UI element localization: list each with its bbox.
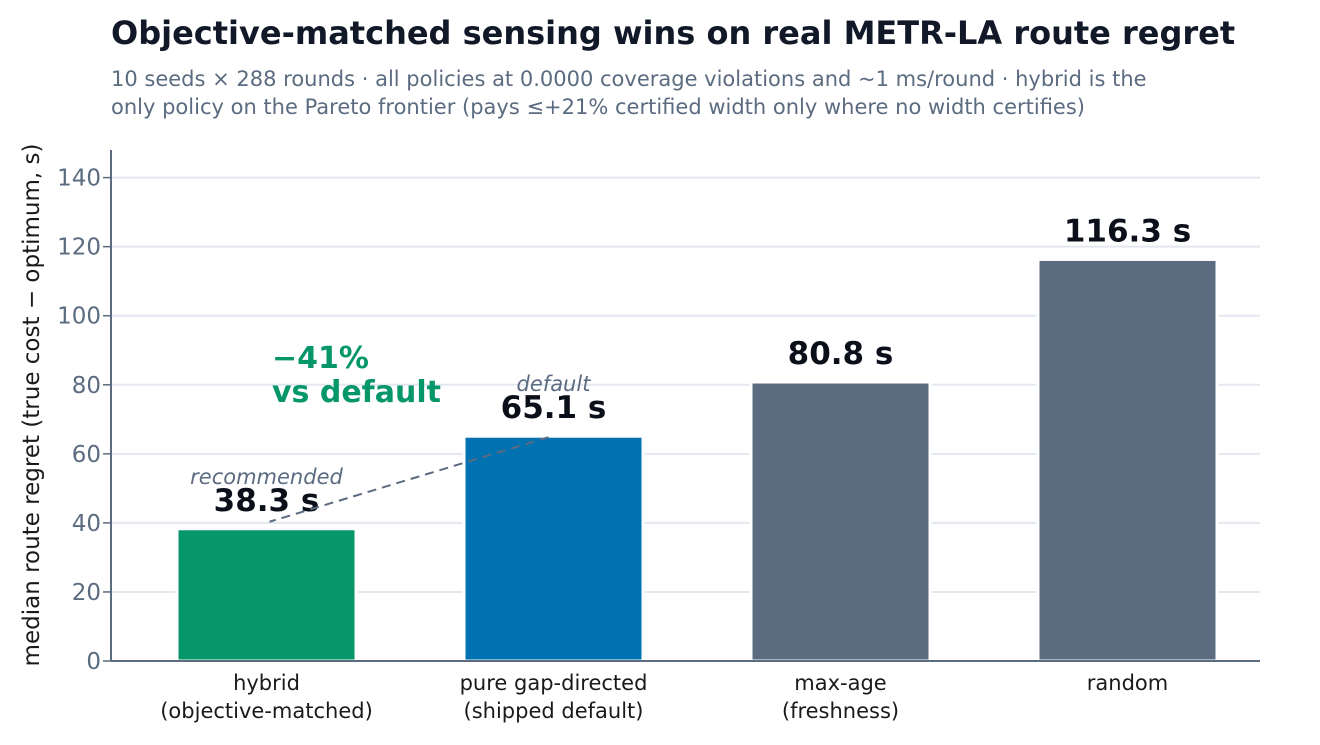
chart-subtitle-line-1: 10 seeds × 288 rounds · all policies at … xyxy=(111,67,1147,91)
y-tick-label: 100 xyxy=(57,304,101,330)
value-label-2: 80.8 s xyxy=(788,336,894,372)
comparison-dashed-line xyxy=(269,436,549,523)
delta-annotation-line-1: vs default xyxy=(272,375,441,410)
y-tick-label: 140 xyxy=(57,166,101,192)
y-tick-label: 20 xyxy=(72,580,101,606)
y-tick-label: 0 xyxy=(86,649,101,675)
x-tick-label: (objective-matched) xyxy=(160,699,373,723)
x-tick-label: pure gap-directed xyxy=(460,671,648,695)
bar-tag-0: recommended xyxy=(190,465,343,489)
bar-tag-1: default xyxy=(517,372,592,396)
chart-title: Objective-matched sensing wins on real M… xyxy=(111,14,1235,52)
delta-annotation-line-0: −41% xyxy=(272,341,369,376)
bar-2 xyxy=(749,380,932,663)
y-tick-label: 60 xyxy=(72,442,101,468)
x-tick-label: hybrid xyxy=(233,671,300,695)
y-tick-label: 120 xyxy=(57,235,101,261)
x-tick-label: (shipped default) xyxy=(464,699,644,723)
value-label-1: 65.1 s xyxy=(501,390,607,426)
bar-0 xyxy=(175,527,358,663)
value-label-3: 116.3 s xyxy=(1064,213,1191,249)
x-tick-label: (freshness) xyxy=(782,699,899,723)
bars xyxy=(175,257,1219,663)
bar-1 xyxy=(462,434,645,663)
x-tick-label: random xyxy=(1087,671,1168,695)
gridlines xyxy=(111,176,1260,593)
chart-subtitle-line-2: only policy on the Pareto frontier (pays… xyxy=(111,95,1085,119)
axes: 0 20 40 60 80 100 120 140 hybrid (objective-match… xyxy=(57,150,1260,723)
y-tick-label: 40 xyxy=(72,511,101,537)
x-tick-label: max-age xyxy=(794,671,886,695)
bar-3 xyxy=(1036,257,1219,663)
y-axis-label: median route regret (true cost − optimum… xyxy=(19,144,45,667)
y-tick-label: 80 xyxy=(72,373,101,399)
